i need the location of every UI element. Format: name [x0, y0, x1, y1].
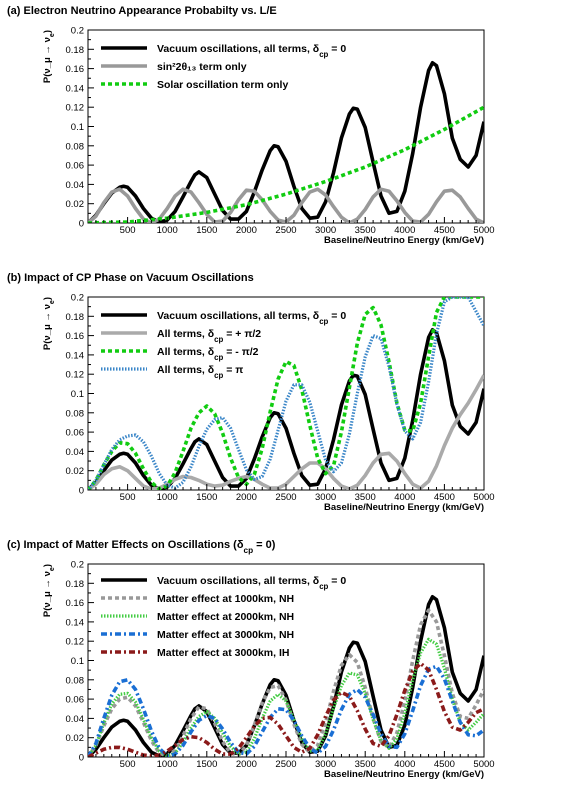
x-tick-label: 500 — [120, 759, 136, 770]
x-tick-label: 5000 — [473, 759, 494, 770]
x-axis-label: Baseline/Neutrino Energy (km/GeV) — [324, 235, 484, 246]
x-tick-label: 4500 — [434, 759, 455, 770]
x-tick-label: 1500 — [196, 492, 217, 503]
y-tick-label: 0.04 — [66, 447, 85, 458]
series-line-3 — [88, 637, 484, 757]
x-tick-label: 2500 — [275, 492, 296, 503]
x-tick-label: 3500 — [355, 492, 376, 503]
x-tick-label: 2000 — [236, 492, 257, 503]
y-tick-label: 0 — [79, 753, 84, 764]
y-tick-label: 0.12 — [66, 370, 85, 381]
series-line-4 — [88, 297, 484, 490]
y-tick-label: 0.16 — [66, 598, 85, 609]
x-tick-label: 2500 — [275, 759, 296, 770]
y-tick-label: 0.12 — [66, 637, 85, 648]
series-line-4 — [88, 664, 484, 757]
series-line-1 — [88, 594, 484, 757]
x-tick-label: 5000 — [473, 225, 494, 236]
x-tick-label: 3000 — [315, 492, 336, 503]
x-tick-label: 2500 — [275, 225, 296, 236]
panel-title: (b) Impact of CP Phase on Vacuum Oscilla… — [7, 272, 254, 284]
y-tick-label: 0.2 — [71, 293, 84, 304]
plot-frame — [87, 296, 485, 491]
legend-label-2: All terms, δcp = + π/2 — [157, 328, 261, 344]
panel-title: (a) Electron Neutrino Appearance Probabi… — [7, 5, 277, 17]
y-tick-label: 0.06 — [66, 428, 85, 439]
y-tick-label: 0.18 — [66, 579, 85, 590]
y-tick-label: 0 — [79, 486, 84, 497]
y-tick-label: 0.1 — [71, 122, 84, 133]
y-tick-label: 0.1 — [71, 389, 84, 400]
x-tick-label: 5000 — [473, 492, 494, 503]
x-tick-label: 2000 — [236, 225, 257, 236]
legend-label-1: Vacuum oscillations, all terms, δcp = 0 — [157, 310, 346, 326]
legend-label-5: Matter effect at 3000km, IH — [157, 647, 289, 659]
legend-label-3: Solar oscillation term only — [157, 79, 288, 91]
x-axis-label: Baseline/Neutrino Energy (km/GeV) — [324, 502, 484, 513]
chart-panel-1: (a) Electron Neutrino Appearance Probabi… — [7, 5, 495, 246]
y-tick-label: 0.08 — [66, 141, 85, 152]
series-line-1 — [88, 327, 484, 490]
chart-panel-2: (b) Impact of CP Phase on Vacuum Oscilla… — [7, 272, 495, 513]
x-tick-label: 500 — [120, 492, 136, 503]
legend-label-2: Matter effect at 1000km, NH — [157, 593, 294, 605]
legend-label-3: All terms, δcp = - π/2 — [157, 346, 259, 362]
x-tick-label: 1500 — [196, 225, 217, 236]
y-tick-label: 0.16 — [66, 64, 85, 75]
series-line-3 — [88, 105, 484, 223]
panel-title: (c) Impact of Matter Effects on Oscillat… — [7, 539, 276, 555]
legend-label-1: Vacuum oscillations, all terms, δcp = 0 — [157, 575, 346, 591]
x-axis-label: Baseline/Neutrino Energy (km/GeV) — [324, 769, 484, 780]
x-tick-label: 3500 — [355, 759, 376, 770]
x-tick-label: 1500 — [196, 759, 217, 770]
x-tick-label: 4000 — [394, 225, 415, 236]
y-tick-label: 0.04 — [66, 714, 85, 725]
y-tick-label: 0 — [79, 219, 84, 230]
y-tick-label: 0.18 — [66, 312, 85, 323]
plot-frame — [87, 29, 485, 224]
y-tick-label: 0.1 — [71, 656, 84, 667]
y-axis-label: P(ν_μ → νe) — [42, 30, 56, 83]
x-tick-label: 4000 — [394, 759, 415, 770]
y-tick-label: 0.06 — [66, 695, 85, 706]
legend-label-1: Vacuum oscillations, all terms, δcp = 0 — [157, 43, 346, 59]
x-tick-label: 4000 — [394, 492, 415, 503]
x-tick-label: 1000 — [157, 225, 178, 236]
legend-label-3: Matter effect at 2000km, NH — [157, 611, 294, 623]
x-tick-label: 2000 — [236, 759, 257, 770]
y-tick-label: 0.2 — [71, 26, 84, 37]
x-tick-label: 1000 — [157, 759, 178, 770]
y-tick-label: 0.08 — [66, 408, 85, 419]
y-tick-label: 0.04 — [66, 180, 85, 191]
y-tick-label: 0.16 — [66, 331, 85, 342]
series-line-3 — [88, 297, 484, 490]
y-tick-label: 0.06 — [66, 161, 85, 172]
x-tick-label: 4500 — [434, 225, 455, 236]
chart-panel-3: (c) Impact of Matter Effects on Oscillat… — [7, 539, 495, 780]
legend-label-2: sin²2θ₁₃ term only — [157, 61, 247, 73]
series-line-5 — [88, 661, 484, 757]
y-tick-label: 0.14 — [66, 617, 85, 628]
y-tick-label: 0.14 — [66, 83, 85, 94]
y-axis-label: P(ν_μ → νe) — [42, 297, 56, 350]
legend-label-4: All terms, δcp = π — [157, 364, 243, 380]
x-tick-label: 3000 — [315, 759, 336, 770]
y-tick-label: 0.02 — [66, 199, 85, 210]
y-tick-label: 0.08 — [66, 675, 85, 686]
x-tick-label: 1000 — [157, 492, 178, 503]
y-tick-label: 0.2 — [71, 560, 84, 571]
x-tick-label: 4500 — [434, 492, 455, 503]
legend-label-4: Matter effect at 3000km, NH — [157, 629, 294, 641]
y-axis-label: P(ν_μ → νe) — [42, 564, 56, 617]
x-tick-label: 3000 — [315, 225, 336, 236]
y-tick-label: 0.18 — [66, 45, 85, 56]
y-tick-label: 0.02 — [66, 733, 85, 744]
y-tick-label: 0.12 — [66, 103, 85, 114]
y-tick-label: 0.14 — [66, 350, 85, 361]
x-tick-label: 3500 — [355, 225, 376, 236]
y-tick-label: 0.02 — [66, 466, 85, 477]
x-tick-label: 500 — [120, 225, 136, 236]
